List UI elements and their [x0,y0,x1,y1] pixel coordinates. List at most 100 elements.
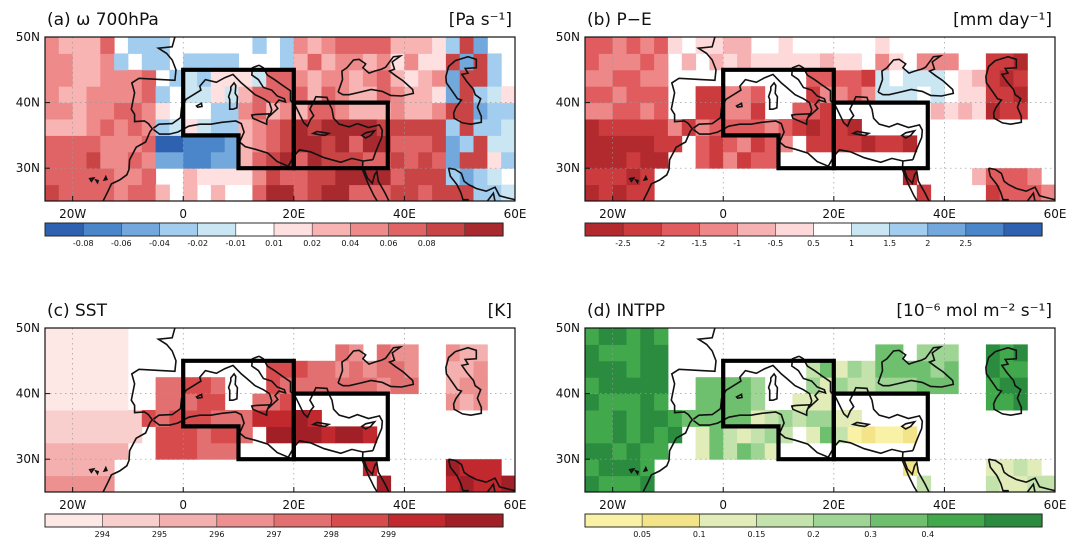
colorbar-swatch [699,222,739,237]
colorbar-swatch [330,513,390,528]
colorbar-swatch [82,222,123,237]
colorbar-tick-label: 0.2 [807,530,820,539]
colorbar-swatch [927,513,986,528]
colorbar-tick-label: 0.04 [341,239,359,248]
colorbar-tick-label: 0.08 [418,239,436,248]
east-med-box [291,391,390,462]
colorbar-tick-label: -2.5 [615,239,631,248]
lat-tick-label: 40N [556,387,580,401]
west-med-box [721,67,836,171]
colorbar: -0.08 -0.06 -0.04 -0.02 -0.01 0.01 0.02 0.04 0.0… [44,222,504,248]
lat-tick-label: 50N [556,321,580,335]
panel-title: (c) SST [47,301,108,321]
colorbar-tick-label: 1 [849,239,854,248]
colorbar: 0.05 0.1 0.15 0.2 0.3 0.4 [584,513,1043,539]
panel-d: (d) INTPP [10⁻⁶ mol m⁻² s⁻¹] 20W 0 20E 40E 60E… [556,301,1066,539]
panel-units: [mm day⁻¹] [953,10,1052,30]
colorbar-swatch [660,222,700,237]
colorbar-tick-label: 0.5 [807,239,820,248]
lat-tick-label: 40N [16,96,40,110]
colorbar-swatch [159,222,199,237]
colorbar-tick-label: -0.08 [73,239,94,248]
colorbar-tick-label: -0.5 [768,239,784,248]
data-grid [585,328,1055,492]
data-grid [585,37,1055,201]
colorbar-swatch [101,513,161,528]
colorbar-swatch [641,513,700,528]
colorbar-swatch [216,513,275,528]
panel-units: [10⁻⁶ mol m⁻² s⁻¹] [896,301,1052,321]
west-med-box [181,358,296,462]
colorbar-tick-label: -1.5 [691,239,707,248]
lon-tick-label: 20E [822,498,845,512]
panel-title: (b) P−E [587,10,652,30]
colorbar-tick-label: -0.02 [187,239,208,248]
lat-tick-label: 30N [16,161,40,175]
colorbar-tick-label: 0.4 [921,530,934,539]
colorbar-swatch [197,222,237,237]
colorbar-swatch [159,513,218,528]
colorbar-swatch [1003,222,1043,237]
colorbar-swatch [235,222,275,237]
colorbar-tick-label: 297 [266,530,281,539]
colorbar-swatch [121,222,161,237]
colorbar-swatch [622,222,662,237]
colorbar-tick-label: 296 [209,530,224,539]
lon-tick-label: 0 [719,498,727,512]
lon-tick-label: 40E [933,498,956,512]
colorbar: -2.5 -2 -1.5 -1 -0.5 0.5 1 1.5 2 2.5 [584,222,1043,248]
lon-tick-label: 0 [719,207,727,221]
colorbar-tick-label: 295 [152,530,167,539]
map-area: 20W 0 20E 40E 60E 50N 40N 30N [16,30,527,221]
data-grid [45,37,515,201]
colorbar-swatch [756,513,815,528]
colorbar-tick-label: 2.5 [959,239,972,248]
lon-tick-label: 20E [822,207,845,221]
colorbar-tick-label: -2 [657,239,665,248]
lon-tick-label: 20E [282,207,305,221]
colorbar-swatch [464,222,504,237]
lat-tick-label: 50N [556,30,580,44]
east-med-box [291,100,390,171]
colorbar-swatch [813,222,853,237]
map-area: 20W 0 20E 40E 60E 50N 40N 30N [556,30,1066,221]
coastlines [88,328,515,492]
colorbar-tick-label: 294 [95,530,110,539]
colorbar-swatch [273,222,313,237]
lon-tick-label: 20W [59,207,86,221]
panel-title: (a) ω 700hPa [47,10,159,30]
colorbar-swatch [984,513,1043,528]
colorbar-swatch [273,513,332,528]
lat-tick-label: 50N [16,321,40,335]
lon-tick-label: 40E [933,207,956,221]
east-med-box [831,391,930,462]
colorbar-swatch [44,513,103,528]
lon-tick-label: 20E [282,498,305,512]
colorbar-swatch [851,222,891,237]
lat-tick-label: 40N [16,387,40,401]
colorbar: 294 295 296 297 298 299 [44,513,504,539]
lat-tick-label: 30N [556,452,580,466]
colorbar-swatch [870,513,929,528]
colorbar-tick-label: -0.06 [111,239,132,248]
colorbar-swatch [388,222,428,237]
lon-tick-label: 60E [1044,207,1066,221]
lon-tick-label: 40E [393,498,416,512]
west-med-box [721,358,836,462]
lat-tick-label: 50N [16,30,40,44]
colorbar-tick-label: 0.1 [693,530,706,539]
colorbar-tick-label: 299 [381,530,396,539]
panel-title: (d) INTPP [587,301,665,321]
lon-tick-label: 60E [1044,498,1066,512]
colorbar-swatch [699,513,758,528]
colorbar-swatch [584,222,624,237]
lon-tick-label: 20W [599,498,626,512]
lat-tick-label: 40N [556,96,580,110]
colorbar-tick-label: 0.01 [265,239,283,248]
coastlines [628,328,1055,492]
west-med-box [181,67,296,171]
lon-tick-label: 60E [504,207,527,221]
colorbar-tick-label: 2 [925,239,930,248]
